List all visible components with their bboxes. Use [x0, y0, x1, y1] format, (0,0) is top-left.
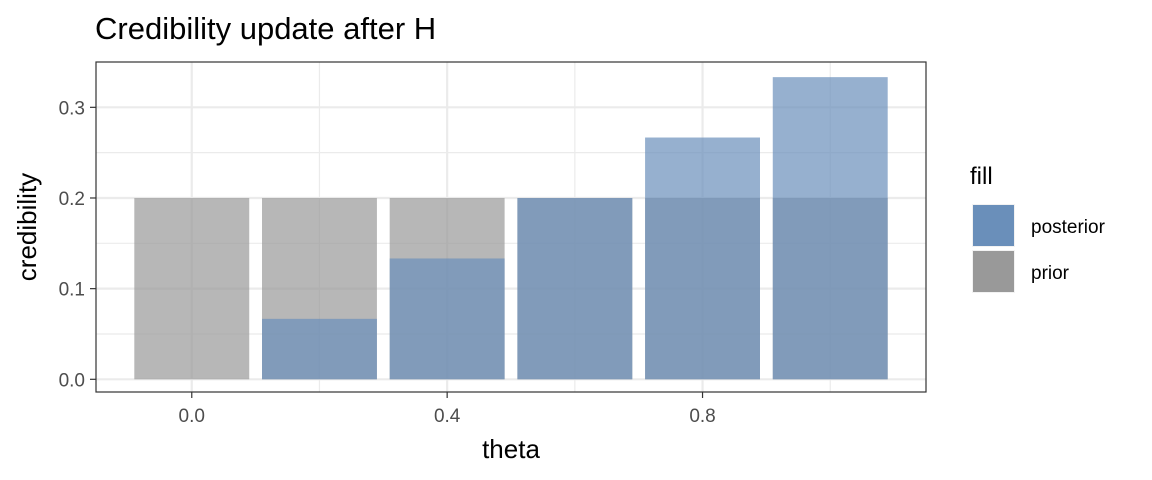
posterior-bar-4 [645, 137, 760, 380]
posterior-bar-3 [517, 197, 633, 380]
y-tick-label-0: 0.0 [59, 370, 85, 391]
y-tick-label-1: 0.1 [59, 280, 85, 301]
posterior-bar-2 [389, 258, 505, 380]
chart-title: Credibility update after H [95, 11, 436, 46]
plot-panel-border [95, 61, 927, 393]
posterior-bars [262, 77, 888, 380]
y-tick-label-3: 0.3 [59, 98, 85, 119]
legend-label-prior: prior [1031, 263, 1070, 284]
x-tick-label-1: 0.4 [434, 406, 461, 427]
y-tick-label-2: 0.2 [59, 189, 85, 210]
x-axis: 0.0 0.4 0.8 [179, 392, 716, 427]
legend-title: fill [970, 163, 993, 190]
y-axis-title: credibility [12, 173, 42, 281]
legend: posterior prior [972, 204, 1106, 293]
posterior-bar-5 [772, 77, 888, 380]
legend-swatch-prior [973, 251, 1014, 292]
posterior-bar-1 [262, 318, 377, 380]
y-axis: 0.0 0.1 0.2 0.3 [59, 98, 96, 391]
x-tick-label-0: 0.0 [179, 406, 205, 427]
x-axis-title: theta [482, 434, 540, 464]
legend-label-posterior: posterior [1031, 217, 1106, 238]
x-tick-label-2: 0.8 [689, 406, 715, 427]
prior-bar-0 [134, 197, 250, 380]
legend-swatch-posterior [973, 205, 1014, 246]
